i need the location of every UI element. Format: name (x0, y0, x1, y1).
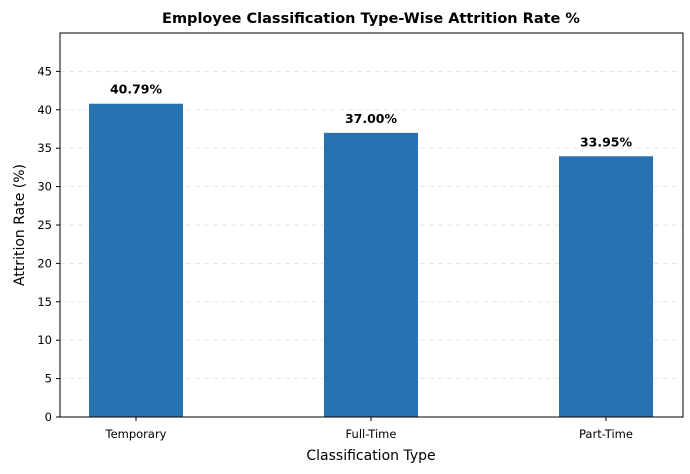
axes: 0 5 10 15 20 25 30 35 40 45 Temporary Full-Time Part… (37, 64, 633, 441)
bar-full-time (324, 132, 418, 417)
plot-frame (59, 32, 684, 418)
bar-part-time (559, 156, 653, 417)
y-tick-label: 30 (37, 180, 52, 194)
y-axis-label: Attrition Rate (%) (12, 164, 28, 286)
y-tick-label: 15 (37, 295, 52, 309)
y-tick-label: 25 (37, 218, 52, 232)
x-tick-label: Full-Time (346, 427, 397, 441)
x-axis-label: Classification Type (306, 448, 435, 464)
y-tick-label: 40 (37, 103, 52, 117)
y-tick-label: 5 (45, 372, 52, 386)
bars (89, 103, 653, 418)
data-label-full-time: 37.00% (345, 111, 398, 126)
x-tick-label: Temporary (105, 427, 167, 441)
y-tick-label: 0 (45, 410, 52, 424)
bar-temporary (89, 103, 183, 418)
x-tick-label: Part-Time (579, 427, 633, 441)
y-tick-label: 35 (37, 141, 52, 155)
chart-title: Employee Classification Type-Wise Attrit… (162, 11, 580, 27)
data-label-part-time: 33.95% (580, 134, 633, 149)
y-tick-label: 45 (37, 64, 52, 78)
data-label-temporary: 40.79% (110, 82, 163, 97)
y-tick-label: 10 (37, 333, 52, 347)
y-tick-label: 20 (37, 256, 52, 270)
data-labels: 40.79% 37.00% 33.95% (110, 82, 633, 150)
